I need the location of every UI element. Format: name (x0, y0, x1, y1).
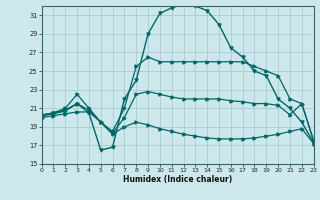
X-axis label: Humidex (Indice chaleur): Humidex (Indice chaleur) (123, 175, 232, 184)
